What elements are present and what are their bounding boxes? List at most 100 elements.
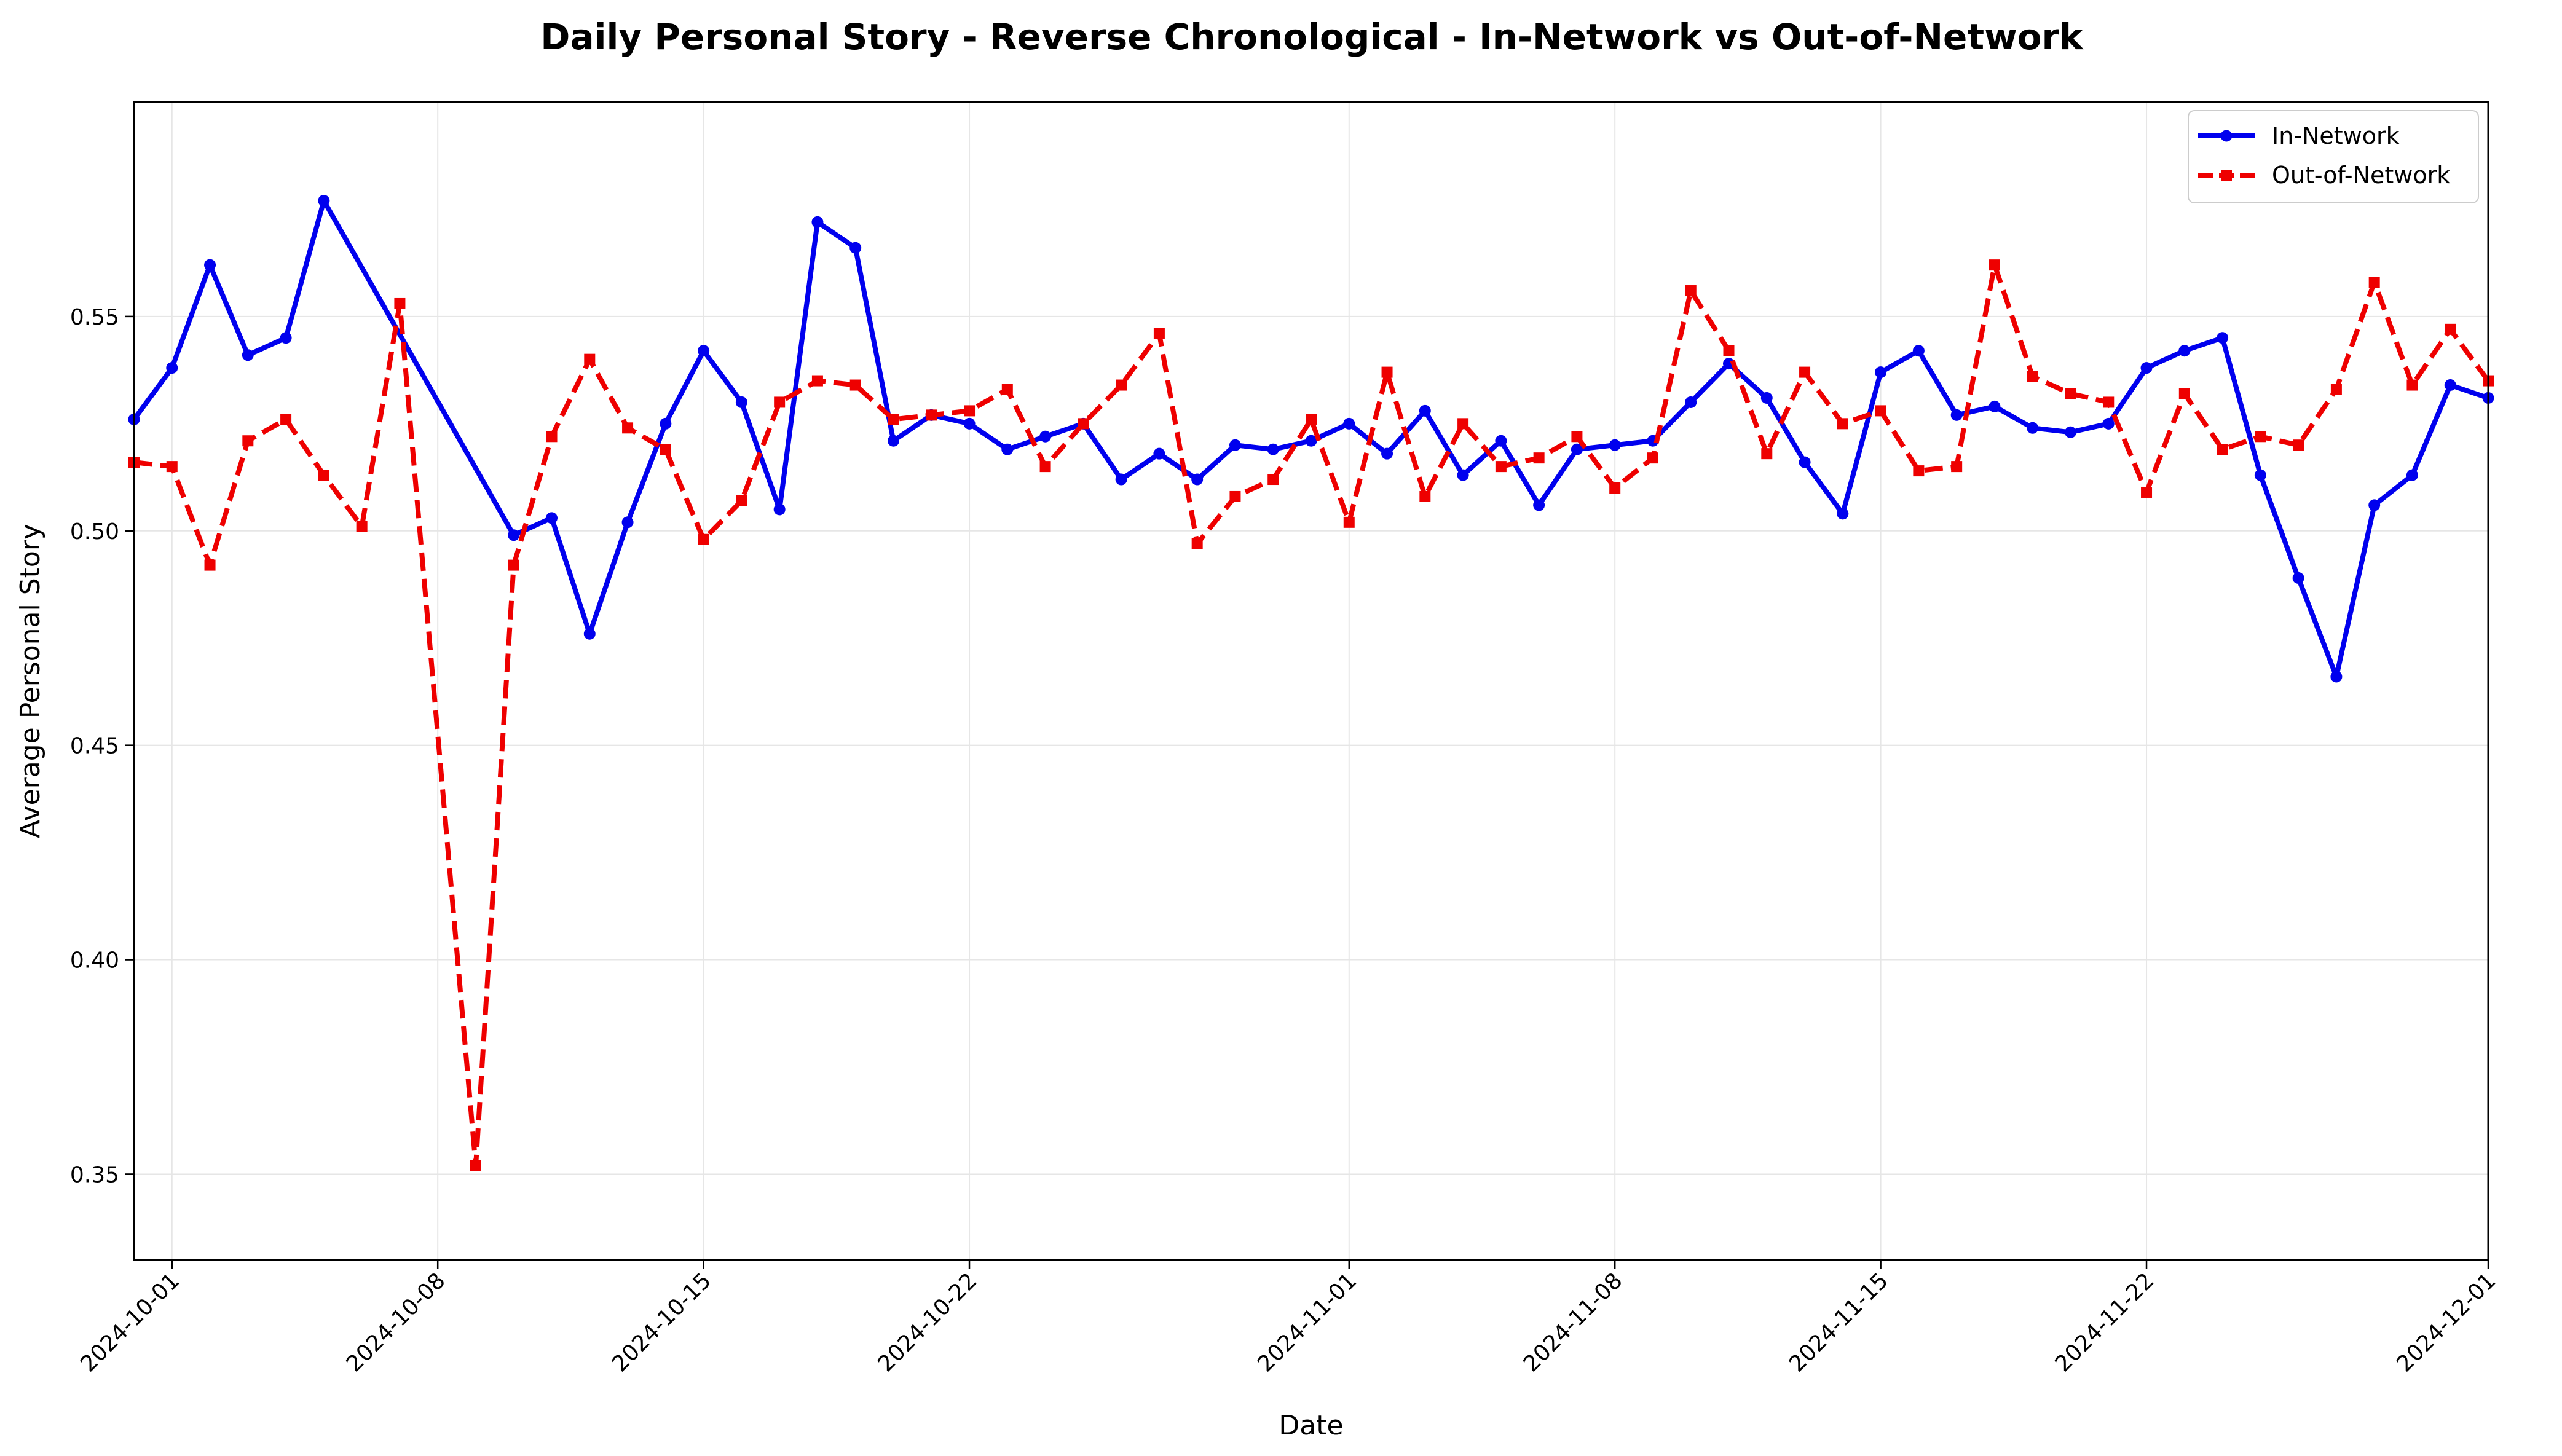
data-point xyxy=(1685,396,1697,408)
data-point xyxy=(166,461,178,473)
data-point xyxy=(1419,490,1431,502)
data-point xyxy=(508,559,519,571)
series-layer xyxy=(128,194,2494,1171)
data-point xyxy=(2217,332,2229,344)
data-point xyxy=(1912,345,1925,357)
data-point xyxy=(736,495,747,506)
y-axis-title: Average Personal Story xyxy=(15,524,46,838)
legend-entry: In-Network xyxy=(2198,122,2400,149)
data-point xyxy=(1609,482,1621,494)
data-point xyxy=(1457,418,1469,430)
data-point xyxy=(280,414,292,425)
data-point xyxy=(2178,345,2191,357)
data-point xyxy=(1191,538,1203,549)
data-point xyxy=(1495,435,1507,447)
data-point xyxy=(1381,366,1393,378)
data-point xyxy=(1229,490,1241,502)
data-point xyxy=(508,529,520,541)
data-point xyxy=(546,512,558,524)
data-point xyxy=(546,431,558,443)
y-axis: 0.35 0.40 0.45 0.50 0.55 xyxy=(70,305,134,1187)
data-point xyxy=(1571,443,1583,455)
data-point xyxy=(1306,414,1317,425)
data-point xyxy=(849,242,862,254)
data-point xyxy=(1381,447,1393,460)
data-point xyxy=(1989,259,2000,271)
data-point xyxy=(963,417,976,430)
data-point xyxy=(774,396,786,408)
data-point xyxy=(584,353,596,365)
data-point xyxy=(660,444,671,455)
data-point xyxy=(1950,409,1963,421)
grid xyxy=(134,102,2489,1260)
data-point xyxy=(2103,396,2115,408)
data-point xyxy=(2065,388,2076,399)
series-line xyxy=(133,262,2491,1168)
data-point xyxy=(1115,473,1127,486)
data-point xyxy=(2330,384,2342,395)
legend: In-Network Out-of-Network xyxy=(2188,110,2479,203)
data-point xyxy=(811,375,823,387)
data-point xyxy=(849,379,861,391)
data-point xyxy=(621,516,634,529)
data-point xyxy=(1913,465,1925,477)
data-point xyxy=(2217,444,2228,455)
data-point xyxy=(2368,277,2380,288)
data-point xyxy=(887,435,899,447)
data-point xyxy=(1495,461,1507,473)
data-point xyxy=(1533,452,1545,464)
data-point xyxy=(204,559,216,571)
data-point xyxy=(2406,469,2418,481)
data-point xyxy=(926,409,937,421)
data-point xyxy=(2141,486,2153,498)
data-point xyxy=(166,362,178,374)
data-point xyxy=(280,332,292,344)
data-point xyxy=(1229,439,1241,451)
data-point xyxy=(2178,388,2190,399)
data-point xyxy=(1799,366,1811,378)
y-tick-label: 0.45 xyxy=(70,734,119,759)
data-point xyxy=(1305,435,1317,447)
data-point xyxy=(735,396,747,408)
data-point xyxy=(2140,362,2153,374)
data-point xyxy=(698,345,710,357)
data-point xyxy=(2064,426,2076,438)
data-point xyxy=(583,628,596,640)
data-point xyxy=(698,533,709,545)
data-point xyxy=(2368,499,2381,511)
data-point xyxy=(1723,358,1735,370)
data-point xyxy=(318,470,329,481)
data-point xyxy=(1116,379,1127,391)
data-point xyxy=(773,503,786,516)
data-point xyxy=(2292,572,2304,584)
data-point xyxy=(1875,405,1886,417)
y-tick-label: 0.35 xyxy=(70,1162,119,1187)
data-point xyxy=(1001,384,1013,395)
data-point xyxy=(2027,371,2038,382)
data-point xyxy=(1533,499,1545,511)
data-point xyxy=(242,435,254,447)
x-axis-title: Date xyxy=(1279,1410,1343,1441)
chart-title: Daily Personal Story - Reverse Chronolog… xyxy=(540,16,2084,58)
legend-marker xyxy=(2221,170,2232,181)
data-point xyxy=(204,259,216,271)
data-point xyxy=(1760,392,1773,404)
legend-label: Out-of-Network xyxy=(2272,162,2450,189)
data-point xyxy=(2102,417,2115,430)
data-point xyxy=(1761,448,1773,460)
data-point xyxy=(1343,516,1355,528)
data-point xyxy=(1078,418,1089,430)
data-point xyxy=(811,216,824,228)
data-point xyxy=(622,422,634,434)
data-point xyxy=(470,1160,481,1171)
data-point xyxy=(1685,285,1697,297)
data-point xyxy=(1267,443,1279,455)
data-point xyxy=(394,297,406,309)
data-point xyxy=(356,521,368,532)
data-point xyxy=(1837,508,1849,520)
data-point xyxy=(660,417,672,430)
y-tick-label: 0.40 xyxy=(70,948,119,974)
y-tick-label: 0.50 xyxy=(70,519,119,545)
